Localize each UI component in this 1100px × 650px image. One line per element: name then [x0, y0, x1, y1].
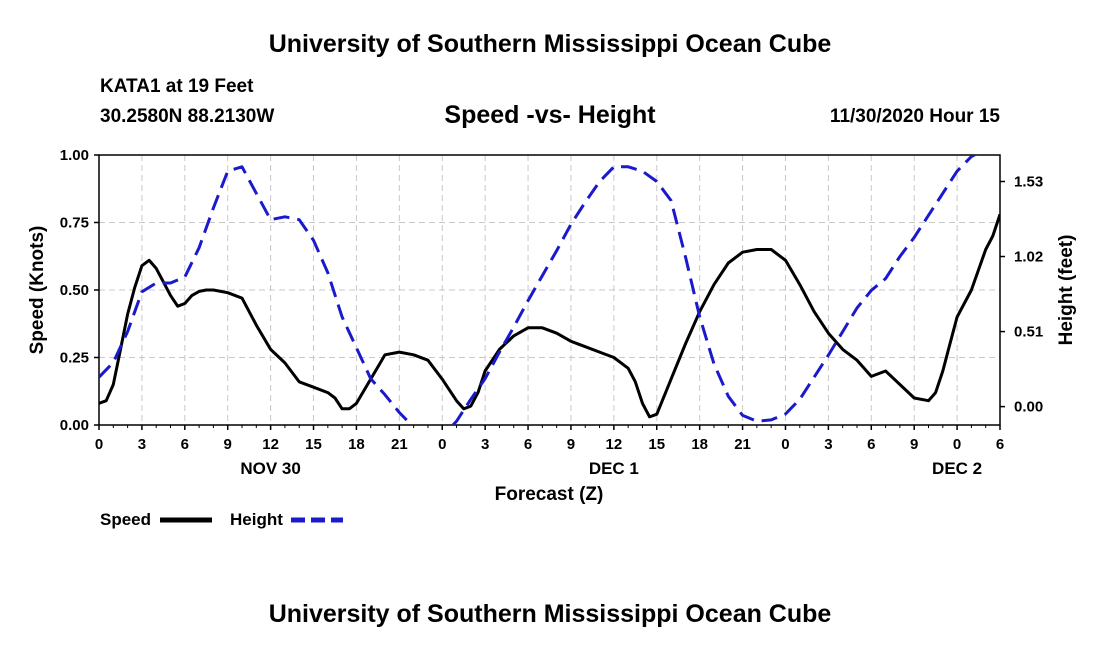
x-tick-label: 9: [910, 436, 918, 453]
y2-tick-label: 1.53: [1014, 173, 1043, 190]
speed-series-line: [99, 213, 1000, 419]
x-axis-title: Forecast (Z): [495, 484, 604, 505]
axis-ticks: 0 3 6 9 12 15 18 21 0 3 6 9 12 15 18 21 0 3 6 9 0 6 0.00 0.25 0.…: [60, 147, 1043, 478]
height-series-line: [99, 155, 978, 425]
y-tick-label: 1.00: [60, 147, 89, 164]
x-tick-label: 0: [953, 436, 961, 453]
x-tick-label: 9: [567, 436, 575, 453]
x-tick-label: 15: [305, 436, 322, 453]
x-tick-label: 21: [391, 436, 408, 453]
speed-height-chart: 0 3 6 9 12 15 18 21 0 3 6 9 12 15 18 21 0 3 6 9 0 6 0.00 0.25 0.…: [27, 147, 1077, 529]
day-label: DEC 1: [589, 459, 639, 478]
x-tick-label: 6: [181, 436, 189, 453]
x-tick-label: 15: [648, 436, 665, 453]
x-tick-label: 12: [262, 436, 279, 453]
day-label: NOV 30: [240, 459, 300, 478]
footer-title: University of Southern Mississippi Ocean…: [268, 600, 832, 628]
legend-label-height: Height: [230, 510, 283, 529]
x-tick-label: 9: [224, 436, 232, 453]
y-tick-label: 0.25: [60, 350, 89, 367]
x-tick-label: 18: [691, 436, 708, 453]
x-tick-label: 6: [867, 436, 875, 453]
day-label: DEC 2: [932, 459, 982, 478]
y-axis-title: Speed (Knots): [27, 226, 48, 355]
x-tick-label: 3: [824, 436, 832, 453]
y-tick-label: 0.50: [60, 282, 89, 299]
y2-tick-label: 0.51: [1014, 324, 1043, 341]
x-tick-label: 3: [481, 436, 489, 453]
station-label: KATA1 at 19 Feet: [100, 76, 254, 97]
x-tick-label: 3: [138, 436, 146, 453]
grid-lines: [99, 155, 1000, 425]
x-tick-label: 0: [438, 436, 446, 453]
y-tick-label: 0.00: [60, 417, 89, 434]
x-tick-label: 0: [95, 436, 103, 453]
x-tick-label: 0: [781, 436, 789, 453]
x-tick-label: 12: [606, 436, 623, 453]
series-lines: [99, 155, 1000, 425]
x-tick-label: 6: [524, 436, 532, 453]
y2-tick-label: 1.02: [1014, 249, 1043, 266]
legend: Speed Height: [100, 510, 343, 529]
x-tick-label: 6: [996, 436, 1004, 453]
y-tick-label: 0.75: [60, 215, 89, 232]
x-tick-label: 21: [734, 436, 751, 453]
y2-axis-title: Height (feet): [1056, 235, 1077, 346]
station-coords: 30.2580N 88.2130W: [100, 106, 275, 127]
x-tick-label: 18: [348, 436, 365, 453]
y2-tick-label: 0.00: [1014, 399, 1043, 416]
forecast-datetime: 11/30/2020 Hour 15: [829, 106, 1000, 127]
chart-title: Speed -vs- Height: [444, 101, 656, 129]
page-title: University of Southern Mississippi Ocean…: [268, 30, 832, 58]
legend-label-speed: Speed: [100, 510, 151, 529]
